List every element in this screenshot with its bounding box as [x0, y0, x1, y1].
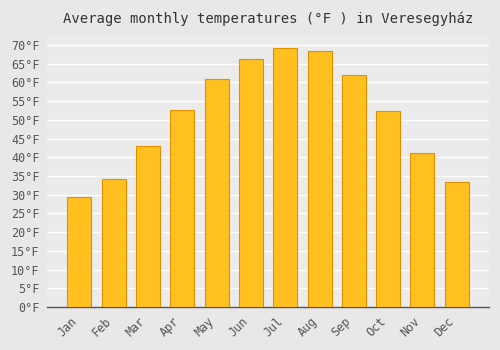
Bar	[68, 197, 92, 307]
Bar	[376, 111, 400, 307]
Bar	[342, 75, 366, 307]
Bar	[239, 59, 263, 307]
Bar	[204, 79, 229, 307]
Bar	[308, 50, 332, 307]
Bar	[170, 111, 194, 307]
Bar	[136, 146, 160, 307]
Bar	[445, 182, 469, 307]
Bar	[273, 48, 297, 307]
Title: Average monthly temperatures (°F ) in Veresegyház: Average monthly temperatures (°F ) in Ve…	[63, 11, 474, 26]
Bar	[410, 154, 434, 307]
Bar	[102, 178, 126, 307]
